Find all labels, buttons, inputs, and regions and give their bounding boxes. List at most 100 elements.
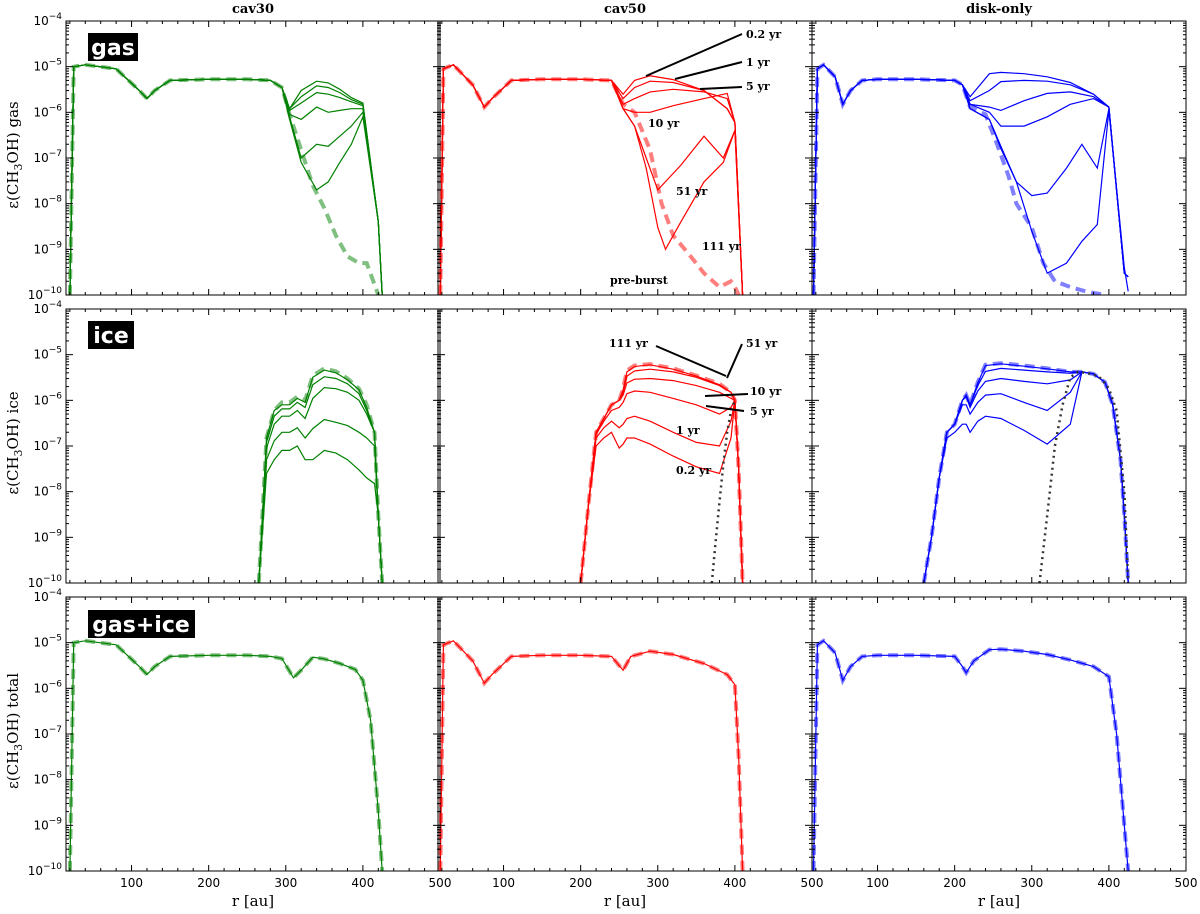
panel-disk-only-total-series-0 xyxy=(812,638,1131,871)
panel-disk-only-ice-series-5 xyxy=(923,371,1129,583)
panel-cav50-ice-series-6 xyxy=(580,400,744,583)
panel-cav30-ice-series xyxy=(256,366,385,583)
panel-disk-only-gas-series-0 xyxy=(812,62,1106,295)
panel-cav30-total-ytick-label--8: 10−8 xyxy=(33,771,62,787)
panel-cav50-ice xyxy=(437,308,813,584)
x-axis-title-cav30: r [au] xyxy=(232,892,274,910)
panel-cav30-total-ytick-label--7: 10−7 xyxy=(33,725,62,741)
panel-cav50-gas-series xyxy=(438,62,744,295)
panel-disk-only-total: 100 200 300 400 500 xyxy=(811,596,1198,890)
panel-disk-only-ice xyxy=(811,308,1187,584)
panel-cav30-gas-frame xyxy=(65,20,441,296)
gas-annot-5yr: 5 yr xyxy=(746,80,770,93)
column-title-disk-only: disk-only xyxy=(966,2,1032,17)
y-axis-title-gas: ε(CH3OH) gas xyxy=(4,101,25,208)
panel-cav30-total-ytick-label--4: 10−4 xyxy=(33,588,62,604)
panel-disk-only-gas xyxy=(811,20,1187,296)
gas-annot-1yr: 1 yr xyxy=(746,56,770,69)
panel-cav50-gas-series-6 xyxy=(439,64,744,295)
panel-cav30-ice-series-2 xyxy=(258,376,383,583)
panel-disk-only-gas-series-3 xyxy=(812,64,1129,295)
gas-annot-pre-burst: pre-burst xyxy=(610,274,669,287)
panel-cav30-ice-ytick-label--8: 10−8 xyxy=(33,483,62,499)
panel-disk-only-ice-series xyxy=(921,361,1131,583)
panel-cav50-gas-series-3 xyxy=(439,64,744,295)
column-title-cav30: cav30 xyxy=(232,2,274,17)
panel-disk-only-total-series xyxy=(812,638,1131,871)
badge-gas: gas xyxy=(88,33,138,61)
panel-cav30-total-ytick-label--9: 10−9 xyxy=(33,816,62,832)
cav50-ice-annotations: 111 yr 51 yr 10 yr 5 yr 1 yr 0.2 yr xyxy=(609,337,782,477)
panel-disk-only-gas-series-5 xyxy=(812,64,1129,295)
ice-annot-51yr: 51 yr xyxy=(746,337,778,350)
x-axis-title-disk-only: r [au] xyxy=(978,892,1020,910)
panel-disk-only-total-xtick-label-100: 100 xyxy=(866,876,889,890)
badge-gas-ice-label: gas+ice xyxy=(92,613,190,638)
panel-cav50-total-series-0 xyxy=(438,638,745,871)
row-y-axis-titles: ε(CH3OH) gas ε(CH3OH) ice ε(CH3OH) total xyxy=(4,101,25,789)
panel-disk-only-ice-series-2 xyxy=(923,367,1129,583)
panel-cav30-total: 100 200 300 400 500 10−10 10−9 10−8 10−7 10−6 10−5… xyxy=(28,588,452,890)
panel-cav50-total-series-1 xyxy=(439,640,744,871)
panel-cav30-ice-series-3 xyxy=(258,386,383,583)
panel-cav30-gas-series-2 xyxy=(69,64,383,295)
panel-disk-only-gas-series xyxy=(812,62,1129,295)
panel-cav50-total-xtick-label-400: 400 xyxy=(723,876,746,890)
panel-cav30-ice-ytick-label--5: 10−5 xyxy=(33,346,62,362)
panel-cav30-gas-series-1 xyxy=(69,64,383,295)
badge-ice: ice xyxy=(88,321,134,349)
panel-cav50-gas-series-2 xyxy=(439,64,744,295)
panel-cav30-gas-ytick-label--6: 10−6 xyxy=(33,103,62,119)
panel-disk-only-gas-series-2 xyxy=(812,64,1129,295)
panel-cav30-total-ytick-label--5: 10−5 xyxy=(33,634,62,650)
panel-cav30-total-ytick-label--6: 10−6 xyxy=(33,679,62,695)
panel-cav30-gas: 10−10 10−9 10−8 10−7 10−6 10−5 10−4 xyxy=(28,12,441,302)
panel-cav30-total-ytick-label--10: 10−10 xyxy=(28,862,63,878)
panel-cav30-gas-series xyxy=(67,62,383,295)
ice-annot-1yr: 1 yr xyxy=(676,424,700,437)
panel-disk-only-gas-series-6 xyxy=(812,64,1129,295)
panel-cav50-ice-series xyxy=(578,362,745,583)
panel-cav50-gas xyxy=(437,20,813,296)
panel-disk-only-gas-series-1 xyxy=(812,64,1129,295)
panel-disk-only-gas-frame xyxy=(811,20,1187,296)
panel-cav30-ice-series-4 xyxy=(258,418,383,583)
panel-cav30-gas-ytick-label--8: 10−8 xyxy=(33,195,62,211)
gas-annot-10yr: 10 yr xyxy=(648,117,680,130)
gas-annot-0.2yr: 0.2 yr xyxy=(746,28,781,41)
panel-cav30-ice-ytick-label--10: 10−10 xyxy=(28,574,63,590)
panel-cav30-ice-series-5 xyxy=(258,445,383,583)
panel-disk-only-total-xtick-label-400: 400 xyxy=(1097,876,1120,890)
panel-cav50-total-series xyxy=(438,638,745,871)
panel-cav30-ice-frame xyxy=(65,308,441,584)
panel-cav30-ice-ytick-label--6: 10−6 xyxy=(33,391,62,407)
panel-disk-only-ice-frame xyxy=(811,308,1187,584)
panel-cav50-gas-series-1 xyxy=(439,64,744,295)
badge-ice-label: ice xyxy=(93,324,129,349)
panel-cav30-total-series-0 xyxy=(67,638,385,871)
panel-cav50-total-frame xyxy=(437,596,813,872)
panel-cav30-gas-series-3 xyxy=(69,64,383,295)
gas-annot-51yr: 51 yr xyxy=(676,185,708,198)
badge-gas-ice: gas+ice xyxy=(88,610,195,638)
panel-cav30-total-xtick-label-100: 100 xyxy=(120,876,143,890)
panel-cav30-ice-ytick-label--4: 10−4 xyxy=(33,300,62,316)
column-titles: cav30 cav50 disk-only xyxy=(232,2,1032,17)
y-axis-title-ice: ε(CH3OH) ice xyxy=(4,391,25,494)
row-badges: gas ice gas+ice xyxy=(88,33,195,638)
ice-annot-111yr: 111 yr xyxy=(609,337,648,350)
panels: 10−1010−910−810−710−610−510−410−1010−910… xyxy=(28,12,1198,890)
ice-annot-10yr: 10 yr xyxy=(750,385,782,398)
panel-cav50-ice-series-4 xyxy=(580,390,744,583)
panel-cav50-total: 100 200 300 400 500 xyxy=(437,596,823,890)
panel-disk-only-ice-series-1 xyxy=(923,363,1129,583)
panel-cav30-gas-series-4 xyxy=(69,64,383,295)
panel-disk-only-total-series-1 xyxy=(812,640,1129,871)
panel-cav30-gas-ytick-label--10: 10−10 xyxy=(28,286,63,302)
x-axis-titles: r [au] r [au] r [au] xyxy=(232,892,1020,910)
panel-cav30-gas-ytick-label--5: 10−5 xyxy=(33,58,62,74)
panel-disk-only-gas-series-4 xyxy=(812,64,1129,295)
panel-disk-only-ice-series-6 xyxy=(1038,370,1130,583)
panel-cav50-ice-frame xyxy=(437,308,813,584)
panel-disk-only-total-xtick-label-500: 500 xyxy=(1175,876,1198,890)
